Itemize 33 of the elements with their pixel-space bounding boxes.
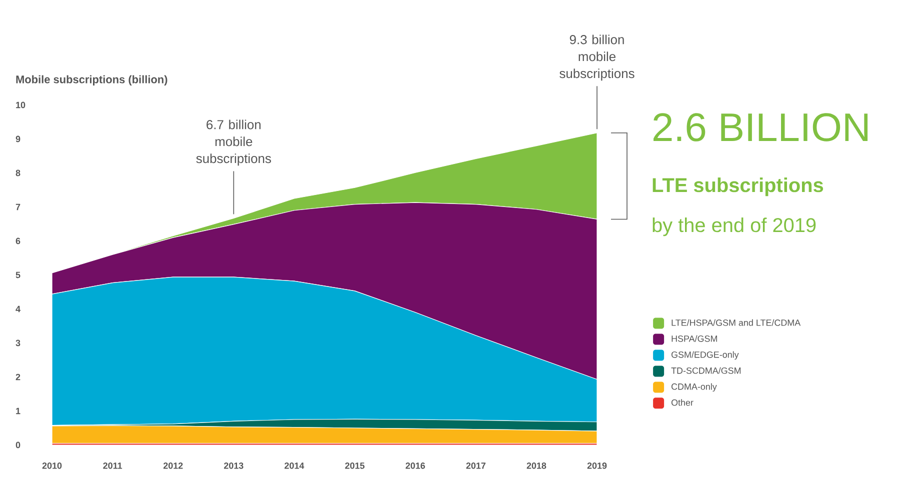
y-tick-label: 9 (16, 136, 20, 142)
legend-label: Other (671, 399, 694, 406)
x-tick-label: 2011 (103, 462, 122, 469)
y-tick-label: 1 (16, 408, 20, 414)
x-tick-label: 2013 (224, 462, 244, 469)
y-tick-label: 6 (16, 238, 20, 244)
x-tick-label: 2016 (406, 462, 425, 469)
text: GSM/EDGE-only (672, 351, 739, 360)
annotation: 9.3 billion mobile subscriptions (560, 34, 634, 81)
x-tick-label: 2017 (466, 462, 486, 469)
y-tick-label: 8 (16, 170, 20, 176)
legend-label: HSPA/GSM (672, 335, 717, 342)
x-tick-label: 2012 (163, 462, 183, 469)
x-tick-label: 2010 (42, 462, 62, 469)
y-axis-title: Mobile subscriptions (billion) (16, 75, 168, 86)
x-tick-label: 2018 (526, 462, 546, 469)
y-tick-label: 10 (16, 102, 26, 108)
legend-label: LTE/HSPA/GSM and LTE/CDMA (672, 319, 801, 326)
y-tick-label: 3 (16, 340, 20, 346)
text: 2.6 BILLION (654, 113, 868, 142)
y-tick-label: 0 (16, 442, 20, 448)
y-tick-label: 2 (16, 374, 20, 380)
y-tick-label: 7 (16, 204, 20, 210)
x-tick-label: 2019 (587, 462, 607, 469)
x-tick-label: 2015 (345, 462, 364, 469)
text: LTE subscriptions (652, 178, 824, 196)
text: by the end of 2019 (652, 218, 816, 236)
legend-label: CDMA-only (672, 383, 717, 392)
x-tick-label: 2014 (284, 462, 304, 469)
y-tick-label: 4 (16, 306, 20, 312)
y-tick-label: 5 (16, 272, 20, 278)
annotation: 6.7 billion mobile subscriptions (196, 120, 271, 166)
legend-label: TD-SCDMA/GSM (671, 367, 741, 374)
